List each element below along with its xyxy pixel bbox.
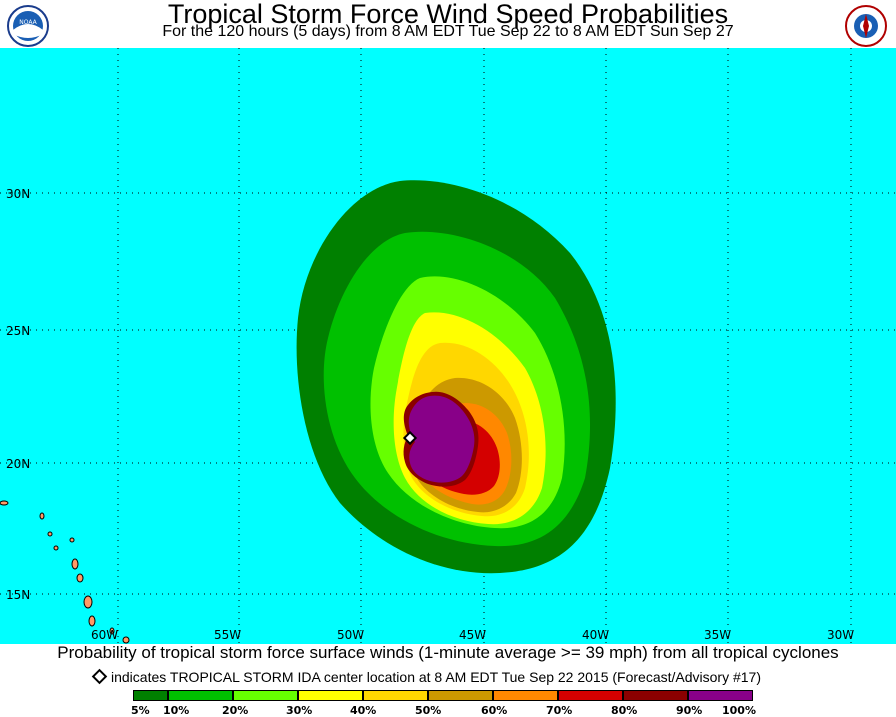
legend-label-80: 80% <box>611 704 638 717</box>
lon-label-55w: 55W <box>214 628 242 642</box>
lesser-antilles-islands <box>0 500 130 644</box>
lat-label-15n: 15N <box>6 588 31 602</box>
legend-swatch-40 <box>363 690 428 701</box>
contour-90pct <box>408 395 475 483</box>
page-title: Tropical Storm Force Wind Speed Probabil… <box>167 0 729 29</box>
legend-swatch-80 <box>623 690 688 701</box>
lat-label-20n: 20N <box>6 457 31 471</box>
legend-label-100: 100% <box>722 704 756 717</box>
footer-storm-note: indicates TROPICAL STORM IDA center loca… <box>91 668 762 685</box>
noaa-logo-text: NOAA <box>19 19 37 26</box>
legend-swatch-50 <box>428 690 493 701</box>
header: Tropical Storm Force Wind Speed Probabil… <box>0 0 896 48</box>
page-subtitle: For the 120 hours (5 days) from 8 AM EDT… <box>162 23 734 40</box>
legend-label-20: 20% <box>222 704 249 717</box>
lon-label-30w: 30W <box>827 628 855 642</box>
legend-label-10: 10% <box>163 704 190 717</box>
legend-label-30: 30% <box>286 704 313 717</box>
legend-label-40: 40% <box>350 704 377 717</box>
footer-storm-text: indicates TROPICAL STORM IDA center loca… <box>111 669 762 685</box>
lat-label-25n: 25N <box>6 324 31 338</box>
noaa-logo: NOAA <box>6 4 50 48</box>
probability-contours <box>296 180 616 574</box>
storm-diamond-icon <box>91 668 108 685</box>
legend-swatch-60 <box>493 690 558 701</box>
legend-swatch-5 <box>133 690 168 701</box>
legend-label-90: 90% <box>676 704 703 717</box>
legend-swatch-20 <box>233 690 298 701</box>
legend-label-70: 70% <box>546 704 573 717</box>
lon-label-40w: 40W <box>582 628 610 642</box>
legend-label-60: 60% <box>481 704 508 717</box>
legend-label-50: 50% <box>415 704 442 717</box>
map-canvas <box>0 48 896 644</box>
lon-label-60w: 60W <box>91 628 119 642</box>
lon-label-45w: 45W <box>459 628 487 642</box>
storm-center-marker <box>402 430 418 446</box>
legend-label-5: 5% <box>131 704 150 717</box>
legend-swatch-10 <box>168 690 233 701</box>
footer-description: Probability of tropical storm force surf… <box>57 643 839 662</box>
legend-swatch-90 <box>688 690 753 701</box>
probability-map: 30N 25N 20N 15N 60W 55W 50W 45W 40W 35W … <box>0 48 896 644</box>
legend-swatch-30 <box>298 690 363 701</box>
lon-label-50w: 50W <box>337 628 365 642</box>
legend-swatch-70 <box>558 690 623 701</box>
lon-label-35w: 35W <box>704 628 732 642</box>
nws-logo <box>844 4 888 48</box>
lat-label-30n: 30N <box>6 187 31 201</box>
